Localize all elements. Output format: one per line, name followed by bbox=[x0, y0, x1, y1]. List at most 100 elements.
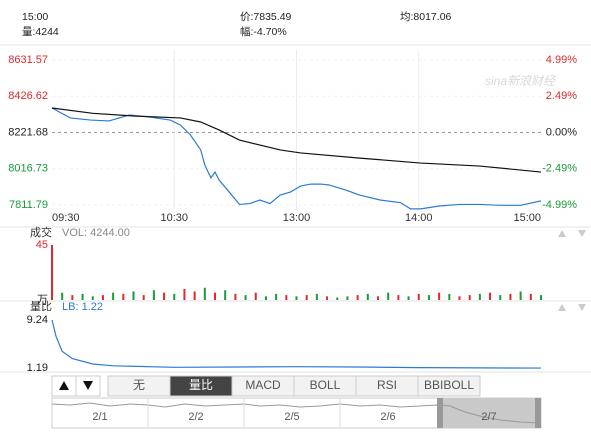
volume-bar bbox=[315, 293, 318, 300]
volume-bar bbox=[275, 293, 278, 300]
tab-label: 无 bbox=[133, 378, 145, 392]
volume-bar bbox=[529, 293, 532, 300]
volume-bar bbox=[112, 292, 115, 300]
volume-bar bbox=[356, 295, 359, 300]
volume-bar bbox=[91, 296, 94, 300]
volume-bar bbox=[438, 292, 441, 300]
y2-tick-label: -2.49% bbox=[542, 163, 577, 175]
volume-bar bbox=[489, 292, 492, 300]
volume-bar bbox=[152, 290, 155, 300]
y-tick-label: 8016.73 bbox=[8, 163, 48, 175]
y-tick-label: 45 bbox=[36, 239, 48, 251]
volume-bar bbox=[519, 291, 522, 300]
navigator bbox=[51, 397, 542, 429]
volume-bar bbox=[51, 245, 53, 300]
navigator-date: 2/1 bbox=[92, 411, 107, 423]
navigator-sparkline bbox=[51, 402, 542, 424]
y2-tick-label: 4.99% bbox=[546, 54, 577, 66]
tab-label: BOLL bbox=[310, 378, 341, 392]
tab-label: 量比 bbox=[189, 378, 213, 392]
y-tick-label: 1.19 bbox=[27, 362, 48, 374]
volume-bar bbox=[387, 292, 390, 300]
line-series bbox=[51, 107, 542, 173]
volume-bar bbox=[427, 295, 430, 300]
line-series bbox=[51, 319, 542, 369]
header-time: 15:00 bbox=[22, 11, 48, 23]
volume-bar bbox=[173, 293, 176, 300]
volume-bar bbox=[264, 296, 267, 300]
volume-bar bbox=[244, 295, 247, 300]
x-tick-label: 10:30 bbox=[160, 212, 188, 224]
volume-bar bbox=[509, 293, 512, 300]
y-tick-label: 8631.57 bbox=[8, 54, 48, 66]
volume-bar bbox=[478, 293, 481, 300]
volume-bar bbox=[234, 293, 237, 300]
tab-bar bbox=[51, 375, 101, 397]
navigator-date: 2/2 bbox=[188, 411, 203, 423]
volume-bar bbox=[183, 289, 186, 300]
volume-bar bbox=[81, 293, 84, 300]
volume-bar bbox=[163, 292, 166, 300]
panel-label: VOL: 4244.00 bbox=[62, 227, 130, 239]
volume-bar bbox=[214, 292, 216, 300]
volume-bar bbox=[101, 295, 104, 300]
panel-title: 量比 bbox=[30, 300, 52, 313]
volume-bar bbox=[346, 296, 349, 300]
panel-arrows bbox=[558, 230, 586, 311]
volume-bar bbox=[71, 295, 74, 300]
panel-title: 成交 bbox=[30, 225, 52, 239]
navigator-date: 2/5 bbox=[284, 411, 299, 423]
header-change: 幅:-4.70% bbox=[240, 25, 287, 38]
volume-bar bbox=[499, 295, 502, 300]
y-tick-label: 万 bbox=[37, 294, 48, 306]
tab[interactable] bbox=[417, 375, 481, 397]
volume-bar bbox=[417, 293, 420, 300]
volume-bar bbox=[377, 296, 379, 300]
x-tick-label: 15:00 bbox=[513, 212, 541, 224]
volume-bar bbox=[366, 293, 369, 300]
y-tick-label: 8426.62 bbox=[8, 90, 48, 102]
tab-label: RSI bbox=[377, 378, 397, 392]
x-tick-label: 09:30 bbox=[52, 212, 80, 224]
arrow-up-icon bbox=[59, 381, 69, 390]
y-tick-label: 7811.79 bbox=[9, 199, 48, 211]
header-volume: 量:4244 bbox=[22, 26, 59, 38]
navigator-handle[interactable] bbox=[437, 398, 443, 428]
y2-tick-label: -4.99% bbox=[542, 199, 577, 211]
navigator-date: 2/7 bbox=[481, 411, 496, 423]
x-tick-label: 13:00 bbox=[283, 212, 311, 224]
y-tick-label: 8221.68 bbox=[8, 126, 48, 138]
volume-bar bbox=[295, 296, 298, 300]
x-tick-label: 14:00 bbox=[405, 212, 433, 224]
volume-bar bbox=[468, 295, 471, 300]
navigator-selection[interactable] bbox=[441, 398, 541, 428]
volume-bar bbox=[397, 295, 400, 300]
line-series bbox=[51, 107, 542, 210]
header-price: 价:7835.49 bbox=[240, 11, 292, 23]
volume-bar bbox=[336, 297, 339, 300]
panel-label: LB: 1.22 bbox=[62, 301, 103, 313]
watermark: sina新浪财经 bbox=[485, 74, 557, 88]
volume-bar bbox=[326, 296, 329, 300]
y-tick-label: 9.24 bbox=[27, 314, 48, 326]
tab-label: BBIBOLL bbox=[424, 378, 474, 392]
volume-bar bbox=[540, 295, 542, 300]
volume-bar bbox=[254, 292, 257, 300]
volume-bar bbox=[407, 296, 410, 300]
y2-tick-label: 2.49% bbox=[546, 90, 577, 102]
tab-label: MACD bbox=[245, 378, 281, 392]
header-average: 均:8017.06 bbox=[400, 11, 452, 23]
navigator-date: 2/6 bbox=[380, 411, 395, 423]
y2-tick-label: 0.00% bbox=[546, 126, 577, 138]
volume-bar bbox=[193, 291, 196, 300]
arrow-down-icon bbox=[83, 381, 93, 390]
volume-bar bbox=[224, 290, 227, 300]
volume-bar bbox=[285, 295, 288, 300]
volume-bar bbox=[61, 292, 64, 300]
volume-bar bbox=[448, 293, 451, 300]
volume-bar bbox=[305, 295, 308, 300]
volume-bar bbox=[203, 287, 206, 300]
navigator-handle[interactable] bbox=[535, 398, 541, 428]
volume-bar bbox=[122, 293, 125, 300]
